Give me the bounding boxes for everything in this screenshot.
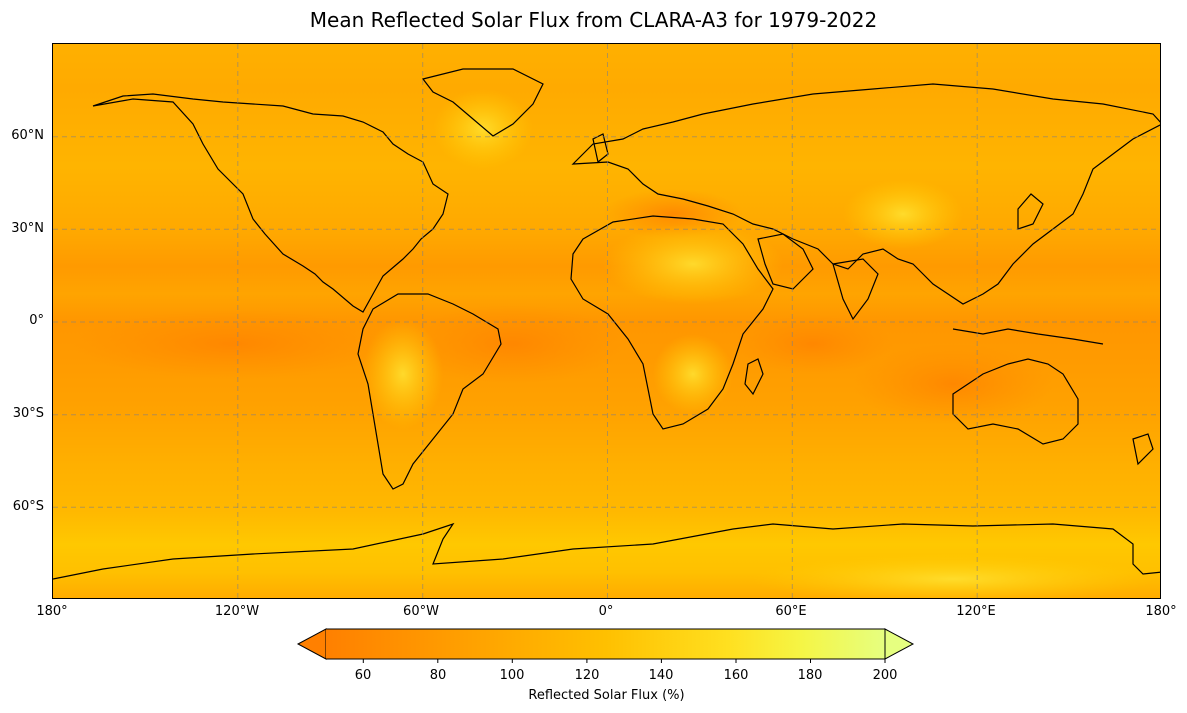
coast-north-america (92, 93, 449, 313)
colorbar-extend-high (884, 628, 915, 660)
reflected-flux-map (53, 44, 1160, 598)
coast-madagascar (744, 358, 764, 396)
coast-greenland (421, 68, 544, 137)
bright-congo (653, 334, 733, 414)
colorbar-tick-180: 180 (797, 668, 823, 683)
lon-label-180w: 180° (36, 604, 68, 619)
colorbar-tick-140: 140 (648, 668, 674, 683)
coast-india (832, 258, 879, 321)
colorbar-tick-120: 120 (574, 668, 600, 683)
map-area[interactable] (52, 43, 1161, 599)
bright-antarctica (753, 554, 1153, 598)
coast-new-zealand (1132, 433, 1154, 466)
coast-japan (1017, 193, 1044, 230)
bright-amazon (363, 319, 443, 429)
colorbar-tick-100: 100 (499, 668, 525, 683)
coast-arabia (757, 233, 814, 290)
dark-australia-west (853, 344, 1053, 424)
bright-sahara (603, 224, 783, 304)
colorbar-tick-80: 80 (429, 668, 447, 683)
lat-label-30s: 30°S (12, 406, 44, 421)
coast-antarctica (53, 522, 1160, 580)
colorbar-gradient (326, 629, 885, 659)
bright-greenland (433, 89, 533, 169)
colorbar-tick-60: 60 (354, 668, 372, 683)
coastlines (53, 68, 1160, 580)
coast-south-america (357, 293, 502, 490)
lat-label-0: 0° (29, 313, 44, 328)
lat-label-60s: 60°S (12, 499, 44, 514)
colorbar-tick-160: 160 (723, 668, 749, 683)
lon-label-0: 0° (598, 604, 614, 619)
lat-label-60n: 60°N (11, 128, 44, 143)
gridlines (53, 44, 1160, 598)
coast-africa (570, 215, 774, 430)
colorbar-extend-low (296, 628, 327, 660)
bright-tibet (843, 179, 963, 249)
colorbar-label: Reflected Solar Flux (%) (528, 688, 685, 703)
lon-label-60w: 60°W (403, 604, 439, 619)
coast-indonesia (952, 328, 1104, 345)
coast-eurasia (571, 83, 1160, 305)
colorbar-tick-200: 200 (872, 668, 898, 683)
lon-label-120w: 120°W (214, 604, 260, 619)
dark-pacific-south (73, 309, 393, 379)
lon-label-120e: 120°E (956, 604, 996, 619)
lat-label-30n: 30°N (11, 221, 44, 236)
map-title: Mean Reflected Solar Flux from CLARA-A3 … (309, 8, 878, 32)
coast-australia (952, 358, 1079, 445)
colorbar-ticks (362, 659, 886, 663)
lon-label-60e: 60°E (775, 604, 807, 619)
dark-atlantic (403, 304, 623, 384)
lon-label-180e: 180° (1145, 604, 1177, 619)
dark-indian (733, 314, 893, 374)
